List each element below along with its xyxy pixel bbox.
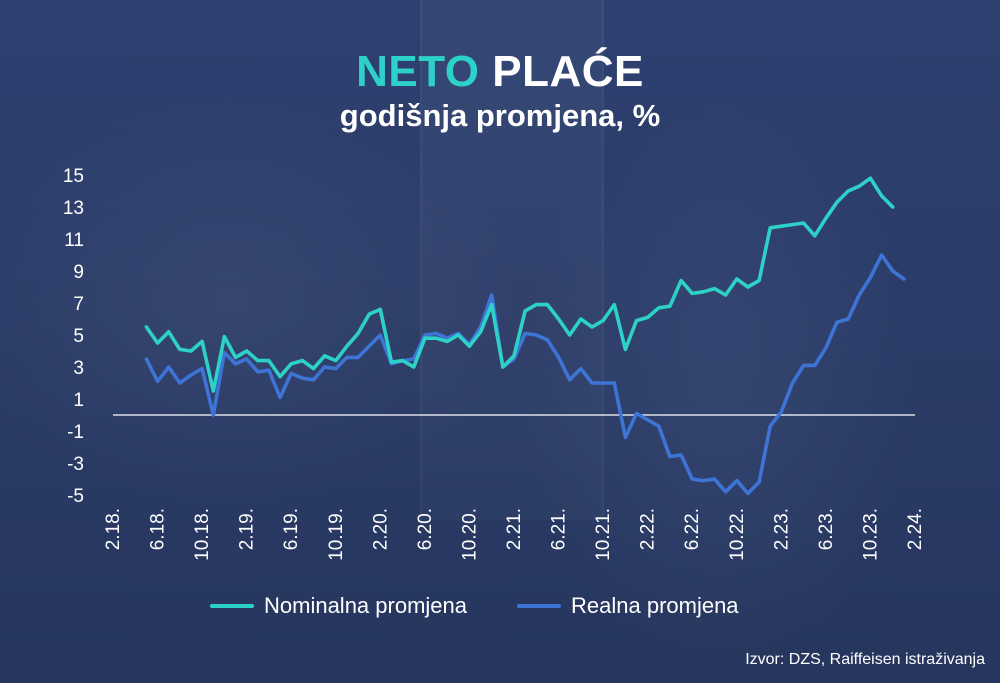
x-tick-label: 2.20. bbox=[370, 508, 391, 550]
series-line-nominal bbox=[144, 176, 895, 393]
x-tick-label: 10.22. bbox=[727, 508, 748, 561]
page-title: NETO PLAĆE bbox=[0, 48, 1000, 96]
y-tick-label: 1 bbox=[73, 390, 84, 411]
x-tick-label: 10.20. bbox=[459, 508, 480, 561]
legend-item-nominal: Nominalna promjena bbox=[210, 593, 467, 619]
series-line-real bbox=[144, 253, 906, 496]
legend-label-real: Realna promjena bbox=[571, 593, 739, 618]
y-tick-label: -3 bbox=[67, 454, 84, 475]
x-tick-label: 2.23. bbox=[771, 508, 792, 550]
x-tick-label: 10.19. bbox=[326, 508, 347, 561]
x-tick-label: 2.24. bbox=[905, 508, 926, 550]
x-tick-label: 2.18. bbox=[103, 508, 124, 550]
x-tick-label: 6.19. bbox=[281, 508, 302, 550]
title-part-neto: NETO bbox=[356, 47, 480, 96]
y-tick-label: 5 bbox=[73, 326, 84, 347]
x-tick-label: 2.21. bbox=[504, 508, 525, 550]
y-tick-label: 13 bbox=[63, 198, 84, 219]
x-tick-label: 6.22. bbox=[682, 508, 703, 550]
x-tick-label: 10.23. bbox=[860, 508, 881, 561]
x-tick-label: 2.22. bbox=[638, 508, 659, 550]
background-atm-door bbox=[420, 0, 604, 520]
legend-swatch-real bbox=[517, 604, 561, 608]
x-tick-label: 10.21. bbox=[593, 508, 614, 561]
source-note: Izvor: DZS, Raiffeisen istraživanja bbox=[745, 651, 985, 668]
x-tick-label: 10.18. bbox=[192, 508, 213, 561]
legend-swatch-nominal bbox=[210, 604, 254, 608]
y-tick-label: 3 bbox=[73, 358, 84, 379]
page-subtitle: godišnja promjena, % bbox=[339, 98, 661, 133]
title-part-place: PLAĆE bbox=[492, 47, 644, 96]
legend-item-real: Realna promjena bbox=[517, 593, 739, 619]
x-tick-label: 6.18. bbox=[148, 508, 169, 550]
y-tick-label: 11 bbox=[64, 230, 84, 251]
y-tick-label: -1 bbox=[67, 422, 84, 443]
y-tick-label: -5 bbox=[67, 486, 84, 507]
x-tick-label: 6.23. bbox=[816, 508, 837, 550]
legend-label-nominal: Nominalna promjena bbox=[264, 593, 467, 618]
y-tick-label: 15 bbox=[63, 166, 84, 187]
x-tick-label: 2.19. bbox=[237, 508, 258, 550]
legend: Nominalna promjena Realna promjena bbox=[210, 593, 789, 619]
x-tick-label: 6.20. bbox=[415, 508, 436, 550]
y-tick-label: 7 bbox=[73, 294, 84, 315]
y-tick-label: 9 bbox=[73, 262, 84, 283]
x-tick-label: 6.21. bbox=[549, 508, 570, 550]
